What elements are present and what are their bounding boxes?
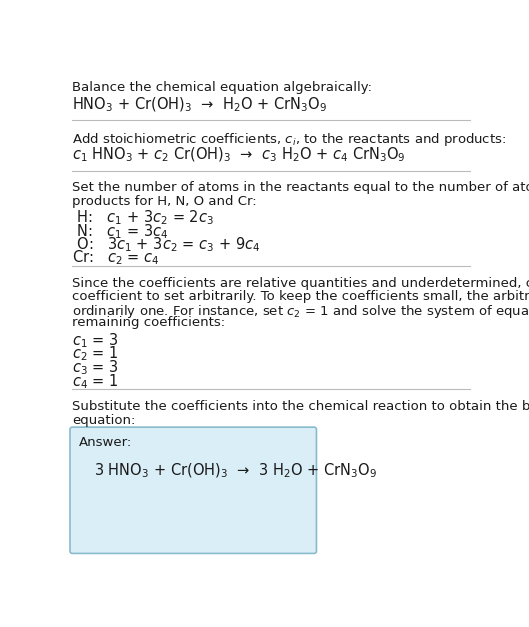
Text: Balance the chemical equation algebraically:: Balance the chemical equation algebraica…: [72, 82, 372, 95]
Text: Cr:   $c_2$ = $c_4$: Cr: $c_2$ = $c_4$: [72, 248, 160, 267]
Text: H:   $c_1$ + 3$c_2$ = 2$c_3$: H: $c_1$ + 3$c_2$ = 2$c_3$: [72, 208, 214, 227]
Text: Since the coefficients are relative quantities and underdetermined, choose a: Since the coefficients are relative quan…: [72, 277, 529, 290]
Text: O:   3$c_1$ + 3$c_2$ = $c_3$ + 9$c_4$: O: 3$c_1$ + 3$c_2$ = $c_3$ + 9$c_4$: [72, 235, 261, 254]
Text: equation:: equation:: [72, 414, 136, 427]
Text: coefficient to set arbitrarily. To keep the coefficients small, the arbitrary va: coefficient to set arbitrarily. To keep …: [72, 290, 529, 303]
FancyBboxPatch shape: [70, 427, 316, 554]
Text: 3 HNO$_3$ + Cr(OH)$_3$  →  3 H$_2$O + CrN$_3$O$_9$: 3 HNO$_3$ + Cr(OH)$_3$ → 3 H$_2$O + CrN$…: [94, 461, 377, 480]
Text: products for H, N, O and Cr:: products for H, N, O and Cr:: [72, 194, 257, 208]
Text: Substitute the coefficients into the chemical reaction to obtain the balanced: Substitute the coefficients into the che…: [72, 400, 529, 413]
Text: ordinarily one. For instance, set $c_2$ = 1 and solve the system of equations fo: ordinarily one. For instance, set $c_2$ …: [72, 303, 529, 320]
Text: $c_2$ = 1: $c_2$ = 1: [72, 345, 118, 364]
Text: Set the number of atoms in the reactants equal to the number of atoms in the: Set the number of atoms in the reactants…: [72, 181, 529, 194]
Text: Add stoichiometric coefficients, $c_i$, to the reactants and products:: Add stoichiometric coefficients, $c_i$, …: [72, 130, 507, 148]
Text: Answer:: Answer:: [78, 436, 132, 448]
Text: HNO$_3$ + Cr(OH)$_3$  →  H$_2$O + CrN$_3$O$_9$: HNO$_3$ + Cr(OH)$_3$ → H$_2$O + CrN$_3$O…: [72, 95, 327, 113]
Text: remaining coefficients:: remaining coefficients:: [72, 316, 225, 329]
Text: $c_3$ = 3: $c_3$ = 3: [72, 359, 119, 377]
Text: $c_1$ = 3: $c_1$ = 3: [72, 331, 119, 350]
Text: $c_1$ HNO$_3$ + $c_2$ Cr(OH)$_3$  →  $c_3$ H$_2$O + $c_4$ CrN$_3$O$_9$: $c_1$ HNO$_3$ + $c_2$ Cr(OH)$_3$ → $c_3$…: [72, 145, 406, 164]
Text: $c_4$ = 1: $c_4$ = 1: [72, 372, 118, 391]
Text: N:   $c_1$ = 3$c_4$: N: $c_1$ = 3$c_4$: [72, 223, 169, 241]
